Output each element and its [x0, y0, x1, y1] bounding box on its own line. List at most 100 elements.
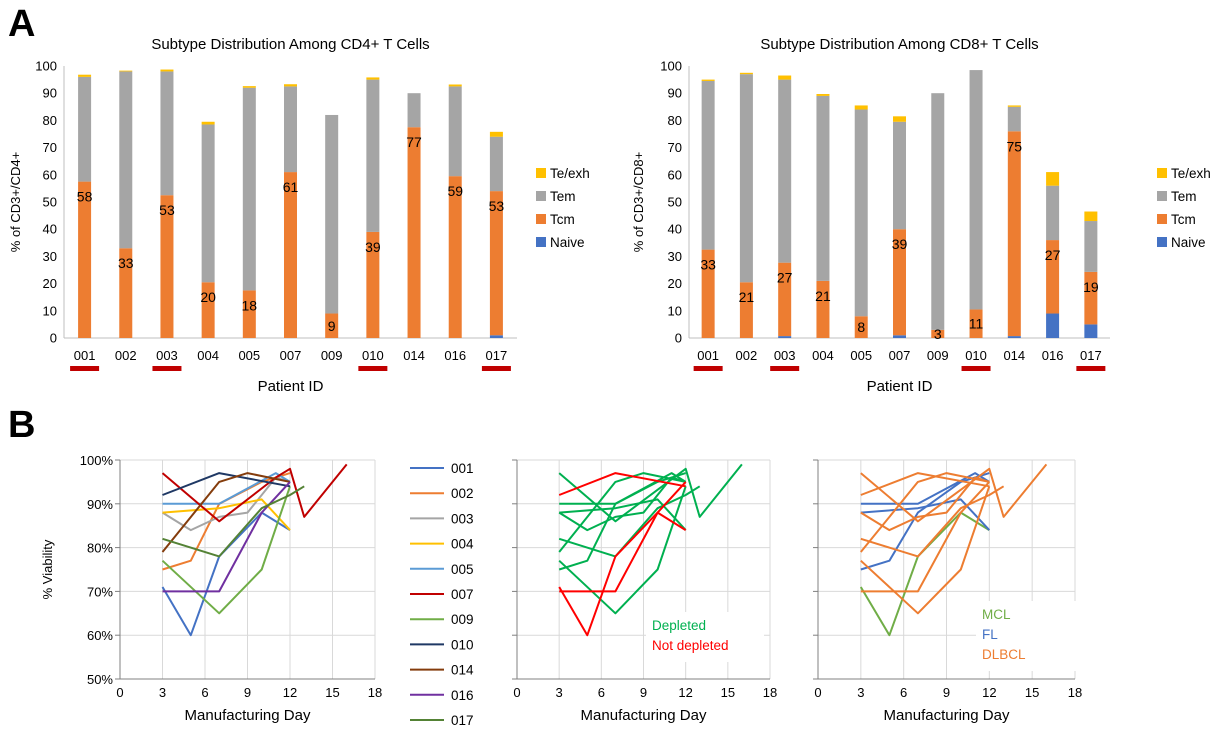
x-tick-label: 9: [943, 685, 950, 700]
cd8-bar-chart: Subtype Distribution Among CD8+ T Cells 0…: [631, 36, 1211, 395]
series-line-010: [162, 472, 291, 496]
y-tick-label: 80%: [87, 541, 113, 556]
viability-by-lymphoma-chart: 0 3 6 9 12 15 18 Manufacturing Day MCL FL DLBCL: [813, 459, 1094, 724]
data-label: 61: [283, 179, 299, 195]
legend-label: 001: [451, 461, 474, 476]
y-tick-label: 10: [668, 303, 682, 318]
x-tick-label: 004: [197, 348, 219, 363]
bar-segment-tcm: [701, 249, 715, 338]
bar-segment-tcm: [1046, 240, 1060, 314]
bar-segment-tcm: [119, 248, 133, 338]
series-line-009: [161, 485, 291, 615]
y-tick-label: 80: [43, 113, 57, 128]
data-label: 11: [969, 316, 984, 332]
bar-segment-naive: [893, 335, 906, 338]
bar-segment-tem: [854, 109, 868, 317]
bar-segment-tem: [448, 86, 462, 177]
bar-segment-tem: [284, 86, 297, 173]
bar-segment-tcm: [160, 195, 174, 338]
series-line-dlbcl: [860, 485, 991, 615]
series-line-dlbcl: [860, 472, 990, 553]
bar-segment-tem: [778, 79, 792, 263]
x-tick-label: 014: [403, 348, 425, 363]
highlight-underline: [481, 366, 511, 371]
x-axis-label: Patient ID: [258, 378, 324, 395]
highlight-underline: [693, 366, 723, 371]
x-tick-label: 0: [116, 685, 123, 700]
chart-title: Subtype Distribution Among CD8+ T Cells: [760, 36, 1038, 53]
y-tick-label: 20: [668, 276, 682, 291]
y-tick-label: 100: [660, 59, 682, 74]
x-tick-label: 12: [982, 685, 996, 700]
y-tick-label: 10: [43, 303, 57, 318]
highlight-underline: [152, 366, 182, 371]
highlight-underline: [70, 366, 100, 371]
series-line-not-depleted: [558, 511, 687, 637]
y-tick-label: 40: [668, 222, 682, 237]
x-tick-label: 003: [156, 348, 178, 363]
legend-label: Depleted: [652, 618, 706, 633]
x-tick-label: 001: [697, 348, 719, 363]
x-tick-label: 3: [857, 685, 864, 700]
series-line-depleted: [558, 485, 687, 615]
y-tick-label: 90%: [87, 497, 113, 512]
y-tick-label: 90: [668, 86, 682, 101]
x-tick-label: 017: [1080, 348, 1102, 363]
x-tick-label: 9: [244, 685, 251, 700]
bar-segment-tem: [325, 114, 339, 314]
y-tick-label: 70%: [87, 584, 113, 599]
x-tick-label: 007: [280, 348, 302, 363]
bar-segment-te-exh: [78, 74, 92, 77]
y-tick-label: 30: [43, 249, 57, 264]
x-tick-label: 005: [238, 348, 260, 363]
bar-segment-naive: [778, 336, 792, 338]
x-tick-label: 12: [678, 685, 692, 700]
bar-segment-te-exh: [489, 131, 503, 137]
bar-segment-tem: [969, 70, 983, 310]
x-axis-label: Manufacturing Day: [581, 707, 707, 724]
x-tick-label: 18: [368, 685, 382, 700]
x-tick-label: 3: [159, 685, 166, 700]
bar-segment-tcm: [284, 172, 297, 338]
legend-swatch: [536, 168, 546, 178]
bar-segment-te-exh: [366, 77, 380, 80]
x-axis-label: Manufacturing Day: [884, 707, 1010, 724]
series-line-fl: [860, 472, 990, 505]
y-tick-label: 70: [668, 140, 682, 155]
series-line-007: [161, 463, 348, 523]
bar-segment-tcm: [366, 231, 380, 338]
legend-box: [976, 601, 1094, 671]
bar-segment-tcm: [739, 282, 753, 338]
data-label: 27: [777, 270, 793, 286]
bar-segment-tem: [407, 93, 421, 128]
x-tick-label: 6: [201, 685, 208, 700]
x-tick-label: 004: [812, 348, 834, 363]
bar-segment-tcm: [448, 176, 462, 338]
bar-segment-te-exh: [1046, 172, 1060, 186]
legend-label: DLBCL: [982, 647, 1026, 662]
legend-label: 007: [451, 587, 474, 602]
y-axis-label: % of CD3+/CD4+: [8, 152, 23, 252]
legend-label: Naive: [1171, 235, 1206, 250]
series-line-014: [161, 472, 291, 553]
y-tick-label: 0: [50, 331, 57, 346]
x-tick-label: 18: [1068, 685, 1082, 700]
series-line-dlbcl: [860, 472, 990, 496]
legend-label: Tem: [1171, 189, 1197, 204]
data-label: 39: [365, 239, 381, 255]
bar-segment-naive: [489, 335, 503, 338]
data-label: 75: [1007, 138, 1023, 154]
series-line-016: [162, 481, 291, 593]
cd4-bar-chart: Subtype Distribution Among CD4+ T Cells 0…: [8, 36, 590, 395]
legend-label: Tcm: [550, 212, 575, 227]
bar-segment-tem: [739, 74, 753, 283]
legend-swatch: [536, 214, 546, 224]
y-axis-label: % of CD3+/CD8+: [631, 152, 646, 252]
bar-segment-tcm: [854, 316, 868, 338]
x-tick-label: 014: [1003, 348, 1025, 363]
legend-label: Te/exh: [1171, 166, 1211, 181]
data-label: 27: [1045, 247, 1061, 263]
data-label: 9: [328, 318, 336, 334]
highlight-underline: [770, 366, 800, 371]
